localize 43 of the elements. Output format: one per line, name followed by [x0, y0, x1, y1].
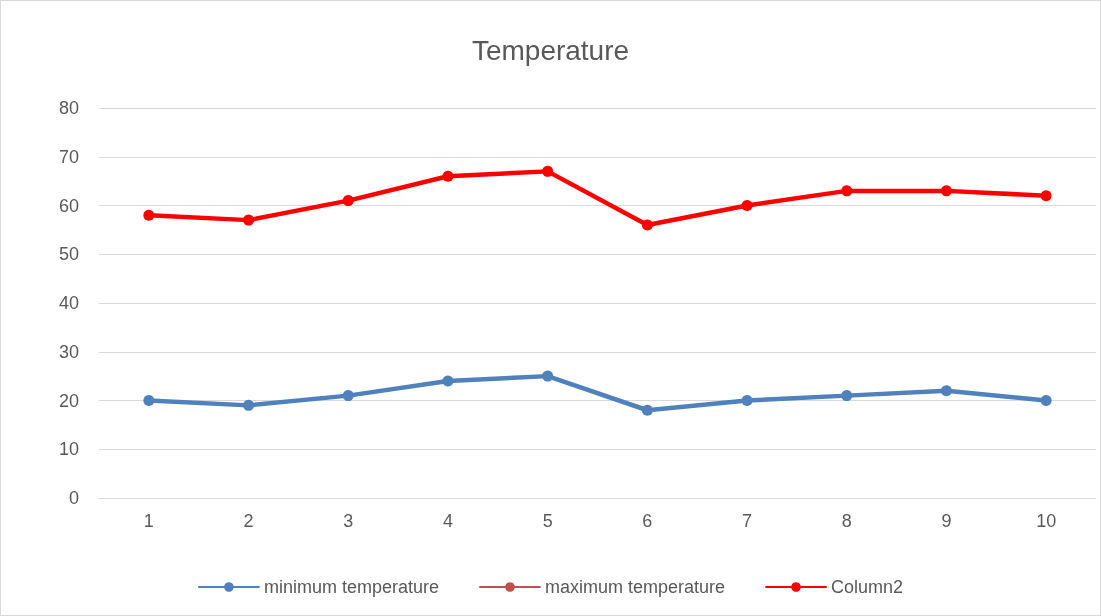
point [641, 219, 653, 231]
point [542, 165, 554, 177]
x-tick-label: 7 [742, 511, 753, 531]
point [243, 399, 255, 411]
point [143, 209, 155, 221]
point [741, 200, 753, 211]
legend-label: maximum temperature [544, 577, 726, 597]
x-tick-label: 3 [343, 511, 354, 531]
y-tick-label: 50 [58, 244, 79, 265]
point [940, 185, 952, 197]
point [342, 195, 354, 207]
point [143, 395, 155, 406]
x-tick-label: 10 [1036, 511, 1057, 531]
legend-label: Column2 [831, 577, 904, 597]
y-tick-label: 20 [58, 390, 79, 411]
y-tick-label: 60 [58, 195, 79, 216]
x-tick-label: 6 [642, 511, 653, 531]
point [342, 390, 354, 402]
legend-label: minimum temperature [263, 577, 439, 597]
point [1040, 190, 1052, 202]
point [542, 370, 554, 382]
x-tick-label: 9 [941, 511, 952, 531]
point [641, 404, 653, 416]
point [243, 214, 255, 226]
point [442, 170, 454, 182]
y-tick-label: 0 [68, 488, 79, 508]
x-tick-label: 1 [143, 511, 154, 531]
x-tick-label: 8 [841, 511, 852, 531]
y-tick-label: 30 [58, 341, 79, 362]
chart-title: Temperature [471, 34, 630, 66]
y-tick-label: 10 [58, 439, 79, 460]
x-tick-label: 4 [442, 511, 453, 531]
point [841, 390, 853, 402]
y-tick-label: 70 [58, 146, 79, 167]
point [442, 375, 454, 387]
point [940, 385, 952, 397]
point [841, 185, 853, 197]
x-tick-label: 5 [542, 511, 553, 531]
y-tick-label: 40 [58, 293, 79, 313]
point [1040, 395, 1052, 406]
point [741, 395, 753, 406]
x-tick-label: 2 [243, 511, 254, 531]
y-tick-label: 80 [58, 98, 79, 118]
